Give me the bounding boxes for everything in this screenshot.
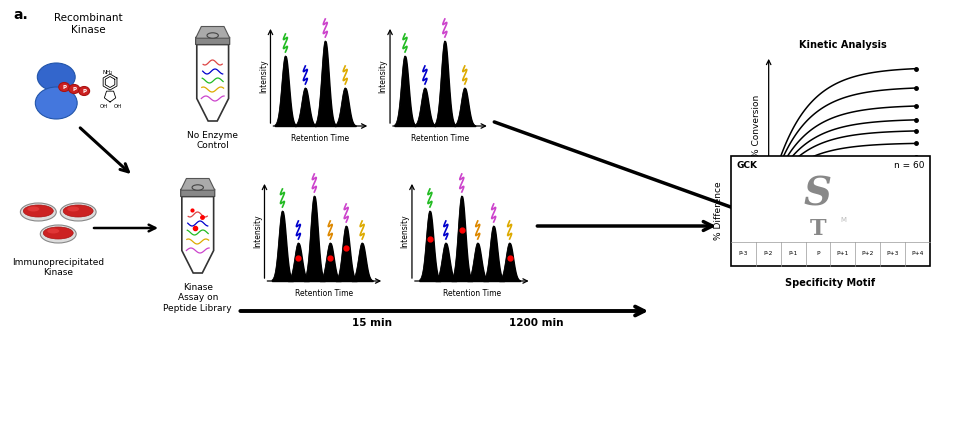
Ellipse shape [48, 229, 59, 234]
Text: OH: OH [100, 104, 108, 109]
Ellipse shape [69, 85, 80, 93]
Text: P: P [62, 85, 66, 90]
Text: P-3: P-3 [738, 251, 747, 256]
Text: Recombinant
Kinase: Recombinant Kinase [53, 13, 122, 35]
Polygon shape [195, 27, 230, 38]
Text: M: M [839, 217, 845, 224]
Bar [730, 156, 929, 266]
Text: GCK: GCK [736, 161, 757, 170]
Text: Immunoprecipitated
Kinase: Immunoprecipitated Kinase [12, 258, 104, 277]
Text: % Conversion: % Conversion [751, 95, 760, 157]
Text: 1200 min: 1200 min [509, 318, 563, 328]
Text: P-1: P-1 [787, 251, 797, 256]
Ellipse shape [35, 87, 77, 119]
Text: OH: OH [113, 104, 122, 109]
Text: n = 60: n = 60 [893, 161, 923, 170]
Ellipse shape [23, 205, 53, 217]
FancyBboxPatch shape [195, 37, 230, 45]
Ellipse shape [20, 203, 56, 221]
Text: Retention Time: Retention Time [411, 134, 469, 143]
Ellipse shape [40, 225, 76, 243]
FancyBboxPatch shape [180, 189, 214, 197]
Text: P+2: P+2 [861, 251, 873, 256]
Text: Time: Time [830, 206, 853, 215]
Polygon shape [196, 45, 229, 121]
Text: Intensity: Intensity [253, 214, 262, 248]
Text: S: S [803, 176, 831, 213]
Ellipse shape [37, 63, 75, 91]
Ellipse shape [59, 83, 70, 91]
Text: T: T [809, 218, 825, 240]
Ellipse shape [67, 206, 79, 211]
Ellipse shape [207, 33, 218, 38]
Ellipse shape [60, 203, 96, 221]
Text: Intensity: Intensity [258, 59, 268, 93]
Text: P: P [816, 251, 819, 256]
Ellipse shape [43, 227, 73, 239]
Polygon shape [180, 179, 214, 190]
Text: a.: a. [13, 8, 29, 22]
Ellipse shape [78, 86, 90, 96]
Text: % Difference: % Difference [714, 182, 722, 240]
Text: P+1: P+1 [836, 251, 848, 256]
Text: Retention Time: Retention Time [291, 134, 349, 143]
Text: Kinetic Analysis: Kinetic Analysis [798, 40, 885, 50]
Text: Intensity: Intensity [378, 59, 387, 93]
Text: Retention Time: Retention Time [442, 289, 500, 298]
Text: Retention Time: Retention Time [294, 289, 353, 298]
Polygon shape [182, 197, 213, 273]
Text: Specificity Motif: Specificity Motif [784, 278, 875, 288]
Text: P+3: P+3 [885, 251, 898, 256]
Ellipse shape [63, 205, 93, 217]
Text: P: P [82, 88, 86, 93]
Text: 15 min: 15 min [352, 318, 392, 328]
Text: No Enzyme
Control: No Enzyme Control [187, 131, 238, 150]
Text: P: P [72, 86, 76, 91]
Text: P+4: P+4 [910, 251, 923, 256]
Text: Intensity: Intensity [400, 214, 409, 248]
Text: Kinase
Assay on
Peptide Library: Kinase Assay on Peptide Library [163, 283, 232, 313]
Ellipse shape [28, 206, 39, 211]
Text: NH₂: NH₂ [103, 69, 113, 75]
Ellipse shape [192, 185, 203, 190]
Text: P-2: P-2 [762, 251, 772, 256]
